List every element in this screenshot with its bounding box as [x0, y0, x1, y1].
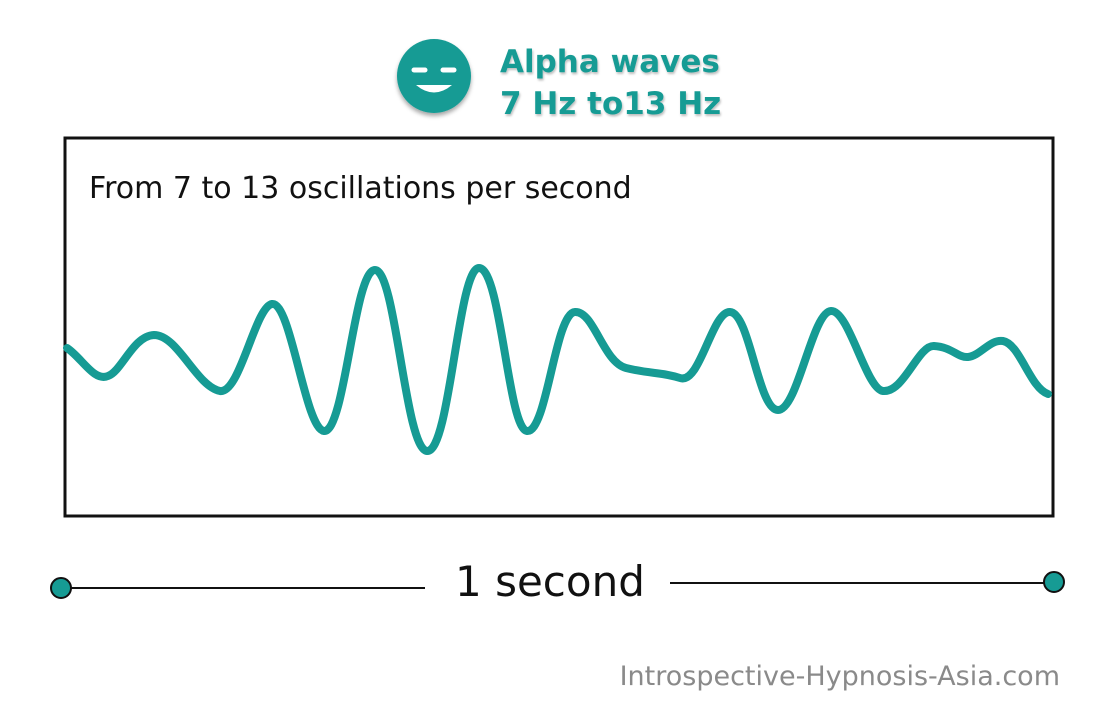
face-circle: [397, 39, 471, 113]
timeline-start-marker-icon: [50, 577, 72, 599]
alpha-waves-title: Alpha waves: [500, 44, 720, 80]
oscillation-panel: [63, 136, 1055, 518]
one-second-label: 1 second: [455, 557, 645, 606]
oscillation-caption: From 7 to 13 oscillations per second: [89, 171, 632, 206]
website-credit: Introspective-Hypnosis-Asia.com: [620, 661, 1060, 692]
timeline-end-marker-icon: [1043, 571, 1065, 593]
smile: [416, 85, 452, 93]
alpha-waveform: [63, 264, 1052, 455]
smiling-face-icon: [397, 39, 471, 113]
frequency-range-label: 7 Hz to13 Hz: [500, 86, 721, 122]
